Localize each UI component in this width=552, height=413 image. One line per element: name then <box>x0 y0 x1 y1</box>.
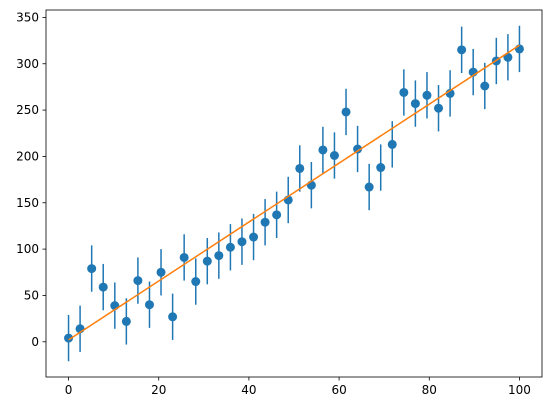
data-point <box>260 217 270 227</box>
data-point <box>341 107 351 117</box>
x-axis: 0 20 40 60 80 100 <box>65 377 531 397</box>
data-point <box>376 163 386 173</box>
errorbar-series <box>64 25 524 362</box>
data-point <box>191 277 201 287</box>
data-point <box>64 333 74 343</box>
fit-line <box>68 44 520 341</box>
data-point <box>364 182 374 192</box>
data-point <box>144 300 154 310</box>
y-tick-label: 350 <box>16 10 39 24</box>
data-point <box>399 87 409 97</box>
data-point <box>110 301 120 311</box>
data-point <box>156 267 166 277</box>
data-point <box>237 237 247 247</box>
x-tick-label: 80 <box>422 383 437 397</box>
y-axis: 0 50 100 150 200 250 300 350 <box>16 10 46 349</box>
y-tick-label: 150 <box>16 196 39 210</box>
data-point <box>179 252 189 262</box>
data-point <box>214 251 224 261</box>
data-point <box>387 139 397 149</box>
data-point <box>272 210 282 220</box>
x-tick-label: 60 <box>331 383 346 397</box>
data-point <box>434 103 444 113</box>
data-point <box>329 151 339 161</box>
data-point <box>318 145 328 155</box>
x-tick-label: 100 <box>508 383 531 397</box>
data-point <box>410 99 420 109</box>
data-point <box>480 81 490 91</box>
x-tick-label: 0 <box>65 383 73 397</box>
y-tick-label: 200 <box>16 149 39 163</box>
y-tick-label: 0 <box>31 335 39 349</box>
y-tick-label: 300 <box>16 57 39 71</box>
data-point <box>98 282 108 292</box>
y-tick-label: 250 <box>16 103 39 117</box>
y-tick-label: 50 <box>24 288 39 302</box>
data-point <box>422 90 432 100</box>
data-point <box>295 163 305 173</box>
y-tick-label: 100 <box>16 242 39 256</box>
data-point <box>121 316 131 326</box>
data-point <box>225 242 235 252</box>
axes-frame <box>45 9 543 378</box>
data-point <box>87 264 97 274</box>
data-point <box>133 276 143 286</box>
data-point <box>202 256 212 266</box>
data-point <box>168 312 178 322</box>
data-point <box>353 144 363 154</box>
x-tick-label: 40 <box>241 383 256 397</box>
data-point <box>249 232 259 242</box>
data-point <box>457 45 467 55</box>
plot-area <box>64 25 524 362</box>
x-tick-label: 20 <box>151 383 166 397</box>
